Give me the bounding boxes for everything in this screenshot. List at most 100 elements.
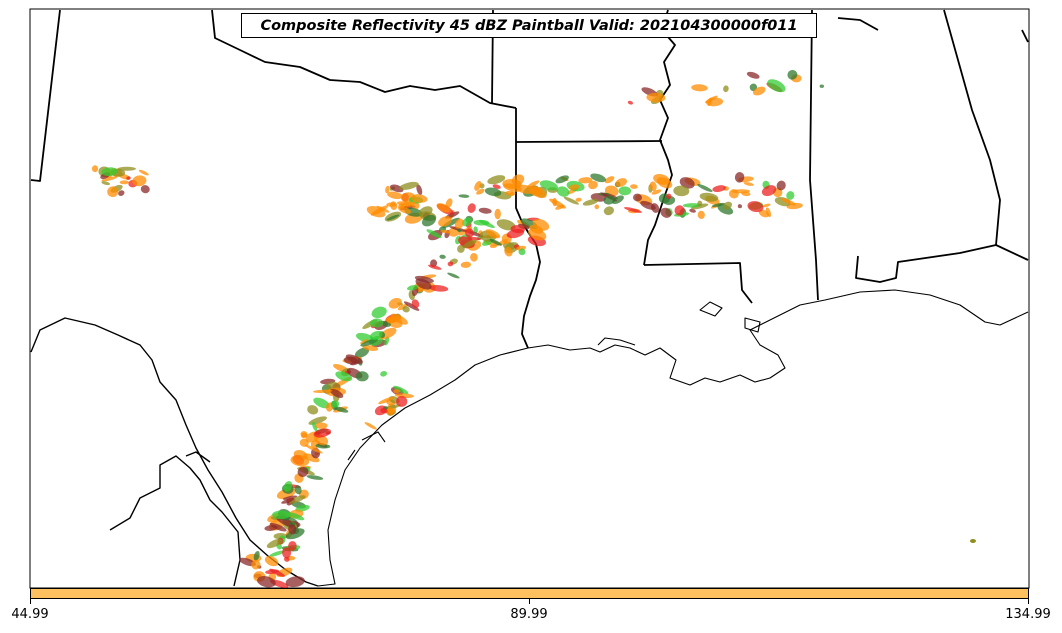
reflectivity-blob bbox=[385, 407, 395, 416]
reflectivity-blob bbox=[666, 193, 672, 199]
reflectivity-blob bbox=[615, 178, 628, 187]
reflectivity-blob bbox=[385, 185, 390, 194]
reflectivity-blob bbox=[555, 204, 565, 210]
reflectivity-blob bbox=[729, 189, 739, 199]
reflectivity-blob bbox=[653, 173, 670, 185]
reflectivity-blob bbox=[646, 92, 666, 103]
reflectivity-blob bbox=[315, 422, 328, 429]
reflectivity-blob bbox=[758, 209, 770, 218]
reflectivity-blob bbox=[107, 186, 119, 198]
reflectivity-blob bbox=[465, 228, 474, 238]
reflectivity-blob bbox=[697, 184, 713, 192]
reflectivity-blob bbox=[526, 180, 540, 188]
reflectivity-blob bbox=[387, 191, 403, 200]
reflectivity-blob bbox=[474, 180, 482, 191]
reflectivity-blob bbox=[746, 71, 760, 79]
reflectivity-blob bbox=[282, 495, 298, 500]
reflectivity-blob bbox=[403, 301, 420, 311]
colorbar-tick-label-mid: 89.99 bbox=[510, 607, 548, 622]
reflectivity-blob bbox=[300, 431, 308, 438]
reflectivity-blob bbox=[511, 174, 525, 186]
reflectivity-blob bbox=[439, 254, 446, 259]
reflectivity-blob bbox=[132, 175, 147, 187]
reflectivity-blob bbox=[691, 84, 708, 92]
reflectivity-blob bbox=[476, 188, 485, 195]
reflectivity-blob bbox=[411, 194, 428, 203]
colorbar-tick-label-min: 44.99 bbox=[11, 607, 49, 622]
reflectivity-blob bbox=[335, 371, 353, 382]
reflectivity-blob bbox=[689, 208, 696, 213]
reflectivity-paintball bbox=[91, 69, 976, 589]
reflectivity-blob bbox=[101, 181, 111, 186]
reflectivity-blob bbox=[578, 177, 593, 184]
reflectivity-blob bbox=[494, 208, 501, 220]
reflectivity-blob bbox=[264, 555, 279, 567]
reflectivity-blob bbox=[281, 498, 295, 504]
reflectivity-blob bbox=[297, 466, 309, 477]
reflectivity-blob bbox=[651, 189, 662, 195]
reflectivity-blob bbox=[405, 201, 416, 208]
reflectivity-blob bbox=[819, 84, 824, 88]
reflectivity-blob bbox=[396, 201, 410, 206]
reflectivity-blob bbox=[386, 214, 400, 221]
reflectivity-blob bbox=[458, 194, 470, 198]
reflectivity-blob bbox=[487, 175, 506, 185]
reflectivity-blob bbox=[290, 455, 310, 467]
reflectivity-blob bbox=[345, 354, 363, 364]
reflectivity-blob bbox=[485, 229, 501, 239]
colorbar-tick-right bbox=[1028, 599, 1029, 604]
reflectivity-blob bbox=[697, 200, 703, 207]
reflectivity-blob bbox=[421, 214, 437, 227]
reflectivity-blob bbox=[371, 306, 387, 319]
reflectivity-blob bbox=[555, 175, 569, 184]
reflectivity-blob bbox=[697, 210, 705, 219]
reflectivity-blob bbox=[101, 176, 118, 182]
reflectivity-blob bbox=[603, 206, 615, 216]
reflectivity-blob bbox=[355, 371, 369, 382]
reflectivity-blob bbox=[126, 176, 131, 180]
reflectivity-blob bbox=[333, 406, 349, 413]
reflectivity-blob bbox=[251, 560, 261, 570]
reflectivity-blob bbox=[743, 182, 754, 186]
reflectivity-blob bbox=[306, 475, 324, 480]
reflectivity-blob bbox=[590, 173, 607, 183]
reflectivity-blob bbox=[315, 443, 331, 449]
reflectivity-blob bbox=[286, 512, 305, 521]
map-title: Composite Reflectivity 45 dBZ Paintball … bbox=[241, 13, 817, 38]
reflectivity-blob bbox=[285, 528, 305, 540]
reflectivity-blob bbox=[288, 524, 297, 535]
reflectivity-blob bbox=[699, 192, 719, 202]
reflectivity-blob bbox=[649, 181, 657, 192]
reflectivity-blob bbox=[467, 203, 476, 213]
reflectivity-blob bbox=[582, 198, 599, 206]
reflectivity-blob bbox=[269, 522, 287, 532]
reflectivity-blob bbox=[269, 568, 286, 577]
reflectivity-blob bbox=[264, 525, 278, 531]
reflectivity-blob bbox=[518, 248, 526, 256]
reflectivity-blob bbox=[711, 202, 726, 207]
reflectivity-blob bbox=[288, 541, 297, 551]
reflectivity-blob bbox=[529, 224, 544, 234]
reflectivity-blob bbox=[266, 538, 283, 549]
reflectivity-blob bbox=[380, 408, 388, 414]
reflectivity-blob bbox=[470, 253, 478, 262]
reflectivity-blob bbox=[378, 396, 395, 405]
colorbar-tick-label-max: 134.99 bbox=[1005, 607, 1051, 622]
reflectivity-blob bbox=[630, 184, 638, 189]
reflectivity-blob bbox=[387, 317, 400, 324]
reflectivity-blob bbox=[388, 297, 402, 309]
reflectivity-blob bbox=[722, 201, 733, 210]
reflectivity-blob bbox=[283, 556, 290, 562]
reflectivity-blob bbox=[438, 216, 452, 227]
reflectivity-blob bbox=[633, 193, 642, 202]
reflectivity-blob bbox=[396, 395, 408, 407]
reflectivity-blob bbox=[781, 198, 796, 206]
reflectivity-blob bbox=[753, 86, 766, 96]
reflectivity-blob bbox=[460, 261, 472, 268]
reflectivity-blob bbox=[556, 186, 570, 197]
reflectivity-blob bbox=[91, 165, 99, 173]
reflectivity-blob bbox=[138, 169, 149, 176]
reflectivity-blob bbox=[575, 197, 582, 202]
reflectivity-blob bbox=[737, 204, 742, 209]
